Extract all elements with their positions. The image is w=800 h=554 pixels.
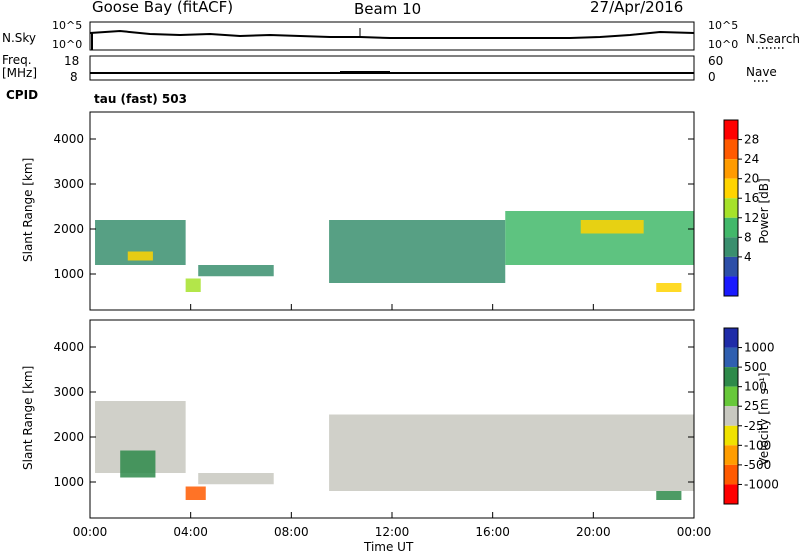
y-tick-label: 4000	[53, 132, 84, 146]
colorbar-swatch	[724, 347, 738, 368]
nave-label: Nave	[746, 65, 777, 79]
colorbar-tick-label: 8	[744, 230, 752, 244]
nave-tick-high: 60	[708, 54, 724, 68]
colorbar-swatch	[724, 445, 738, 465]
colorbar-tick-label: 16	[744, 191, 759, 205]
colorbar-swatch	[724, 198, 738, 218]
x-tick-label: 08:00	[274, 525, 309, 539]
freq-label-1: Freq.	[2, 53, 32, 67]
colorbar-tick-label: -500	[744, 458, 771, 472]
nsky-label: N.Sky	[2, 31, 37, 45]
freq-tick-high: 18	[64, 54, 80, 68]
colorbar-tick-label: 500	[744, 360, 767, 374]
power-echo-region	[198, 265, 274, 277]
axes-layer: 1000 2000 3000 4000 1000 2000 3000 4000 00:00 04:…	[53, 132, 711, 539]
station-title: Goose Bay (fitACF)	[92, 0, 234, 16]
colorbar-tick-label: 25	[744, 399, 759, 413]
colorbar-swatch	[724, 256, 738, 277]
nsearch-tick-high: 10^5	[708, 19, 739, 32]
velocity-echo-region	[656, 491, 682, 500]
velocity-echo-region	[198, 473, 274, 485]
power-echo-region	[329, 220, 506, 283]
nave-tick-low: 0	[708, 70, 716, 84]
y-tick-label: 2000	[53, 430, 84, 444]
colorbar-swatch	[724, 276, 738, 296]
nsky-trace	[89, 29, 695, 39]
colorbar-swatch	[724, 367, 738, 387]
colorbar-swatch	[724, 120, 738, 140]
colorbar-swatch	[724, 237, 738, 257]
x-tick-label: 04:00	[173, 525, 208, 539]
nsearch-label: N.Search	[746, 32, 800, 46]
colorbar-tick-label: 4	[744, 250, 752, 264]
colorbar-swatch	[724, 328, 738, 348]
power-data-layer	[95, 211, 694, 292]
nsky-strip-frame	[89, 21, 695, 51]
colorbar-swatch	[724, 425, 738, 446]
beam-title: Beam 10	[354, 0, 422, 18]
colorbar-tick-label: -1000	[744, 477, 779, 491]
power-ylabel: Slant Range [km]	[21, 157, 35, 262]
colorbar-swatch	[724, 159, 738, 179]
colorbar-tick-label: 24	[744, 152, 759, 166]
colorbar-swatch	[724, 386, 738, 407]
x-tick-label: 00:00	[677, 525, 712, 539]
y-tick-label: 4000	[53, 340, 84, 354]
colorbar-frame	[723, 327, 739, 505]
power-echo-region	[505, 211, 694, 265]
power-echo-region	[185, 278, 201, 292]
x-tick-label: 20:00	[576, 525, 611, 539]
nsearch-tick-low: 10^0	[708, 38, 739, 51]
y-tick-label: 3000	[53, 177, 84, 191]
x-axis-title: Time UT	[364, 540, 414, 554]
colorbar-swatch	[724, 139, 738, 160]
colorbar-swatch	[724, 217, 738, 238]
colorbar-tick-label: 1000	[744, 341, 775, 355]
y-tick-label: 2000	[53, 222, 84, 236]
colorbar-tick-label: 100	[744, 380, 767, 394]
freq-tick-low: 8	[70, 70, 78, 84]
y-tick-label: 1000	[53, 267, 84, 281]
cpid-label: CPID	[6, 88, 39, 102]
velocity-echo-region	[120, 450, 156, 478]
colorbar-tick-label: -25	[744, 419, 764, 433]
nsky-tick-high: 10^5	[52, 19, 83, 32]
velocity-colorbar-label: Velocity [m s⁻¹]	[757, 372, 771, 466]
freq-strip-frame	[89, 55, 695, 81]
power-echo-region	[580, 220, 644, 234]
x-tick-label: 12:00	[375, 525, 410, 539]
velocity-data-layer	[95, 401, 694, 500]
power-echo-region	[656, 283, 682, 292]
power-colorbar-label: Power [dB]	[757, 178, 771, 244]
cpid-name: tau (fast) 503	[94, 92, 187, 106]
date-title: 27/Apr/2016	[590, 0, 684, 16]
colorbar-swatch	[724, 406, 738, 426]
colorbar-tick-label: 20	[744, 172, 759, 186]
freq-label-2: [MHz]	[2, 66, 38, 80]
colorbar-tick-label: -100	[744, 438, 771, 452]
colorbar-tick-label: 28	[744, 133, 759, 147]
colorbar-swatch	[724, 484, 738, 504]
colorbar-tick-label: 12	[744, 211, 759, 225]
y-tick-label: 1000	[53, 475, 84, 489]
nsky-tick-low: 10^0	[52, 38, 83, 51]
colorbar-swatch	[724, 178, 738, 199]
colorbar-frame	[723, 119, 739, 297]
y-tick-label: 3000	[53, 385, 84, 399]
velocity-echo-region	[329, 414, 694, 491]
colorbar-swatch	[724, 464, 738, 485]
velocity-echo-region	[185, 486, 206, 500]
x-tick-label: 00:00	[73, 525, 108, 539]
velocity-colorbar: 1000 500 100 25 -25 -100 -500 -1000	[723, 327, 779, 505]
power-colorbar: 28 24 20 16 12 8 4	[723, 119, 759, 297]
x-tick-label: 16:00	[475, 525, 510, 539]
power-echo-region	[127, 251, 153, 261]
velocity-ylabel: Slant Range [km]	[21, 365, 35, 470]
